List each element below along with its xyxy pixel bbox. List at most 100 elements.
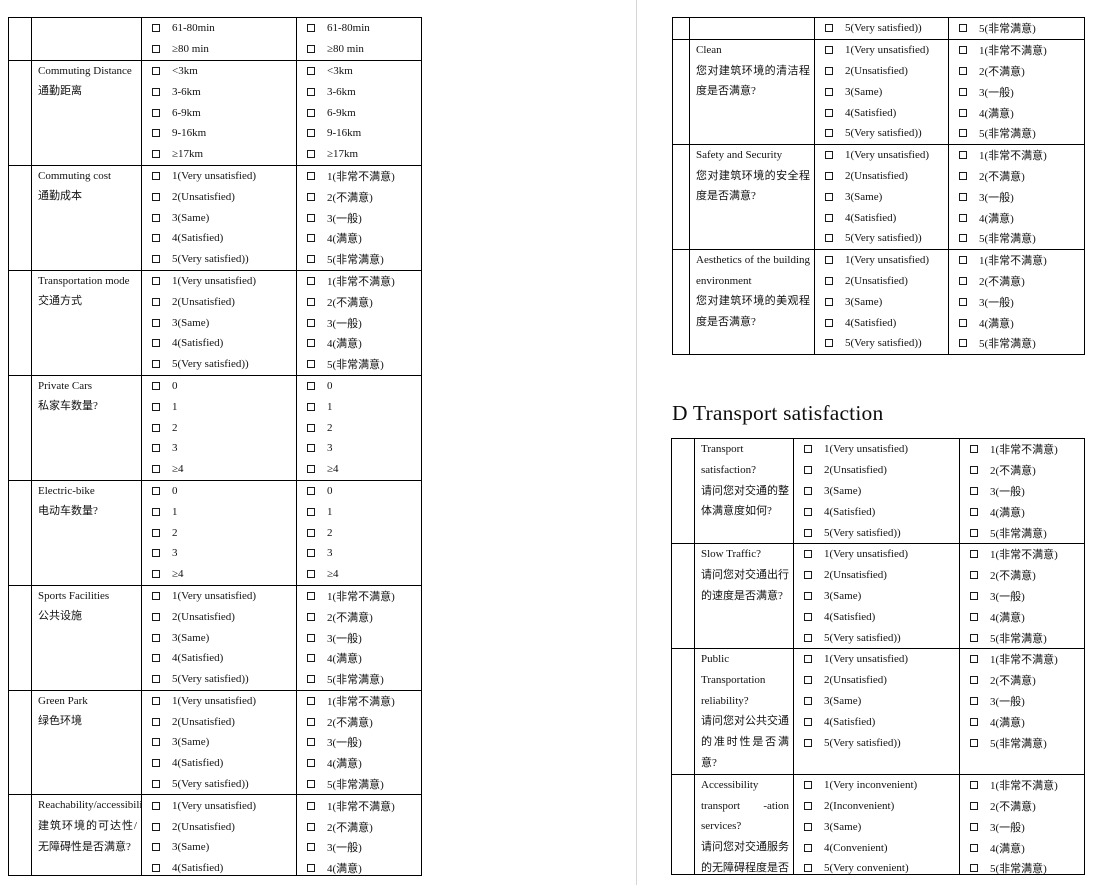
option-item: 1(Very inconvenient) — [794, 775, 959, 796]
checkbox-icon — [152, 24, 160, 33]
page-separator — [636, 0, 637, 885]
option-text: 1(Very unsatisfied) — [824, 653, 909, 666]
option-item: 0 — [297, 481, 421, 502]
option-item: <3km — [142, 61, 296, 82]
row-number-cell — [9, 376, 31, 480]
option-item: 4(Convenient) — [794, 837, 959, 858]
checkbox-icon — [804, 591, 812, 600]
checkbox-icon — [959, 108, 967, 117]
option-text: 1(非常不满意) — [327, 695, 395, 708]
option-text: 1(非常不满意) — [327, 800, 395, 813]
option-text: 1(Very unsatisfied) — [845, 254, 930, 267]
table-row: Accessibility transport -ation services?… — [672, 773, 1084, 875]
option-item: 9-16km — [142, 123, 296, 144]
checkbox-icon — [152, 843, 160, 852]
option-item: 0 — [297, 376, 421, 397]
option-item: 4(Satisfied) — [142, 648, 296, 669]
question-label-zh: 您对建筑环境的安全程度是否满意? — [696, 169, 810, 203]
option-item: 5(非常满意) — [297, 669, 421, 690]
checkbox-icon — [307, 507, 315, 516]
option-item: 1(非常不满意) — [960, 544, 1084, 565]
option-text: 3(一般) — [990, 695, 1025, 708]
checkbox-icon — [825, 129, 833, 138]
option-text: 3 — [172, 547, 178, 560]
checkbox-icon — [959, 192, 967, 201]
checkbox-icon — [825, 276, 833, 285]
question-label-zh: 电动车数量? — [38, 505, 98, 518]
checkbox-icon — [970, 486, 978, 495]
option-item: 9-16km — [297, 123, 421, 144]
checkbox-icon — [804, 822, 812, 831]
option-item: 1(Very unsatisfied) — [142, 586, 296, 607]
checkbox-icon — [152, 675, 160, 684]
row-number-cell — [9, 271, 31, 375]
options-english-cell: 1(Very unsatisfied) 2(Unsatisfied) 3(Same)… — [141, 585, 296, 690]
option-item: 2(Unsatisfied) — [794, 460, 959, 481]
checkbox-icon — [970, 738, 978, 747]
checkbox-icon — [959, 318, 967, 327]
option-text: 2 — [172, 526, 178, 539]
option-text: 5(Very convenient) — [824, 862, 909, 875]
option-text: 4(Satisfied) — [845, 106, 897, 119]
checkbox-icon — [307, 171, 315, 180]
option-text: 1(非常不满意) — [327, 590, 395, 603]
checkbox-icon — [152, 297, 160, 306]
option-text: 1(非常不满意) — [979, 255, 1047, 268]
option-text: 1(Very unsatisfied) — [172, 589, 257, 602]
checkbox-icon — [307, 822, 315, 831]
option-text: 3(一般) — [979, 296, 1014, 309]
checkbox-icon — [152, 213, 160, 222]
question-label-zh: 请问您对交通的整体满意度如何? — [701, 484, 789, 518]
option-item: 2(Unsatisfied) — [142, 711, 296, 732]
option-item: 3(Same) — [142, 312, 296, 333]
checkbox-icon — [307, 87, 315, 96]
question-label-en: Slow Traffic? — [701, 547, 761, 560]
option-item: 61-80min — [297, 18, 421, 39]
table-row: Clean 您对建筑环境的清洁程度是否满意? 1(Very unsatisfied)… — [673, 38, 1084, 144]
option-item: 0 — [142, 481, 296, 502]
option-item: 5(Very satisfied)) — [142, 249, 296, 270]
options-english-cell: 1(Very unsatisfied) 2(Unsatisfied) 3(Same)… — [814, 39, 948, 144]
options-chinese-cell: <3km 3-6km 6-9km 9-16km ≥17km — [296, 60, 421, 165]
option-text: 3(一般) — [327, 212, 362, 225]
option-item: 2(不满意) — [297, 816, 421, 837]
row-number-cell — [673, 250, 689, 354]
option-text: 4(Satisfied) — [172, 337, 224, 350]
checkbox-icon — [152, 738, 160, 747]
option-text: 2(不满意) — [979, 170, 1025, 183]
option-item: 5(非常满意) — [297, 249, 421, 270]
options-english-cell: 1(Very unsatisfied) 2(Unsatisfied) 3(Same)… — [814, 249, 948, 354]
option-item: 1(Very unsatisfied) — [794, 649, 959, 670]
option-text: 1(Very unsatisfied) — [824, 548, 909, 561]
option-item: 4(Satisfied) — [815, 312, 948, 333]
checkbox-icon — [825, 318, 833, 327]
option-text: 3(一般) — [327, 317, 362, 330]
option-item: ≥4 — [142, 564, 296, 585]
checkbox-icon — [152, 360, 160, 369]
option-text: 4(满意) — [979, 317, 1014, 330]
checkbox-icon — [825, 234, 833, 243]
option-text: 2(不满意) — [327, 296, 373, 309]
checkbox-icon — [825, 297, 833, 306]
option-text: 1(非常不满意) — [990, 444, 1058, 457]
option-text: 3 — [172, 442, 178, 455]
checkbox-icon — [152, 45, 160, 54]
checkbox-icon — [152, 318, 160, 327]
option-text: 3(一般) — [979, 86, 1014, 99]
option-text: 5(Very satisfied)) — [172, 778, 249, 791]
option-item: 1 — [142, 501, 296, 522]
question-label-cell: Slow Traffic? 请问您对交通出行的速度是否满意? — [694, 543, 793, 648]
question-label-zh: 私家车数量? — [38, 400, 98, 413]
option-item: 1 — [297, 501, 421, 522]
option-text: 2(不满意) — [979, 65, 1025, 78]
option-item: 2(Unsatisfied) — [142, 606, 296, 627]
option-item: 1(非常不满意) — [949, 250, 1084, 271]
options-chinese-cell: 1(非常不满意) 2(不满意) 3(一般) 4(满意) 5(非常满意) — [296, 585, 421, 690]
option-item: 3(一般) — [960, 481, 1084, 502]
checkbox-icon — [959, 339, 967, 348]
question-label-en: Accessibility transport -ation services? — [701, 778, 789, 833]
checkbox-icon — [804, 676, 812, 685]
option-item: 1(Very unsatisfied) — [794, 439, 959, 460]
checkbox-icon — [307, 528, 315, 537]
checkbox-icon — [970, 781, 978, 790]
